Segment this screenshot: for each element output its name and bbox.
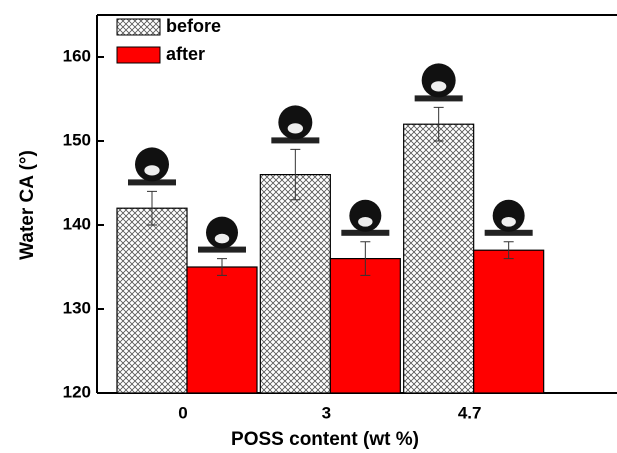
droplet [135, 147, 169, 181]
y-tick-label: 130 [63, 298, 91, 317]
droplet [206, 217, 238, 249]
bar [330, 259, 400, 393]
y-tick-label: 150 [63, 130, 91, 149]
droplet [422, 63, 456, 97]
y-axis-label: Water CA (°) [17, 150, 38, 260]
legend-label: before [166, 16, 221, 36]
y-tick-label: 140 [63, 214, 91, 233]
legend-swatch [117, 19, 160, 35]
droplet-highlight [358, 217, 372, 227]
droplet-highlight [431, 81, 446, 91]
droplet-highlight [215, 234, 229, 244]
x-axis-label: POSS content (wt %) [231, 429, 419, 450]
y-tick-label: 160 [63, 46, 91, 65]
x-tick-label: 3 [322, 403, 331, 422]
droplet [278, 105, 312, 139]
legend-swatch [117, 47, 160, 63]
droplet-highlight [501, 217, 515, 227]
bar [260, 175, 330, 393]
x-tick-label: 0 [178, 403, 187, 422]
bar [117, 208, 187, 393]
bar [474, 250, 544, 393]
droplet-highlight [288, 123, 303, 133]
y-tick-label: 120 [63, 382, 91, 401]
droplet [349, 200, 381, 232]
bar [404, 124, 474, 393]
bar [187, 267, 257, 393]
chart: POSS content (wt %) Water CA (°) 120 130 1… [0, 0, 617, 453]
droplet [493, 200, 525, 232]
legend-label: after [166, 44, 205, 64]
droplet-highlight [144, 165, 159, 175]
x-tick-label: 4.7 [458, 403, 482, 422]
